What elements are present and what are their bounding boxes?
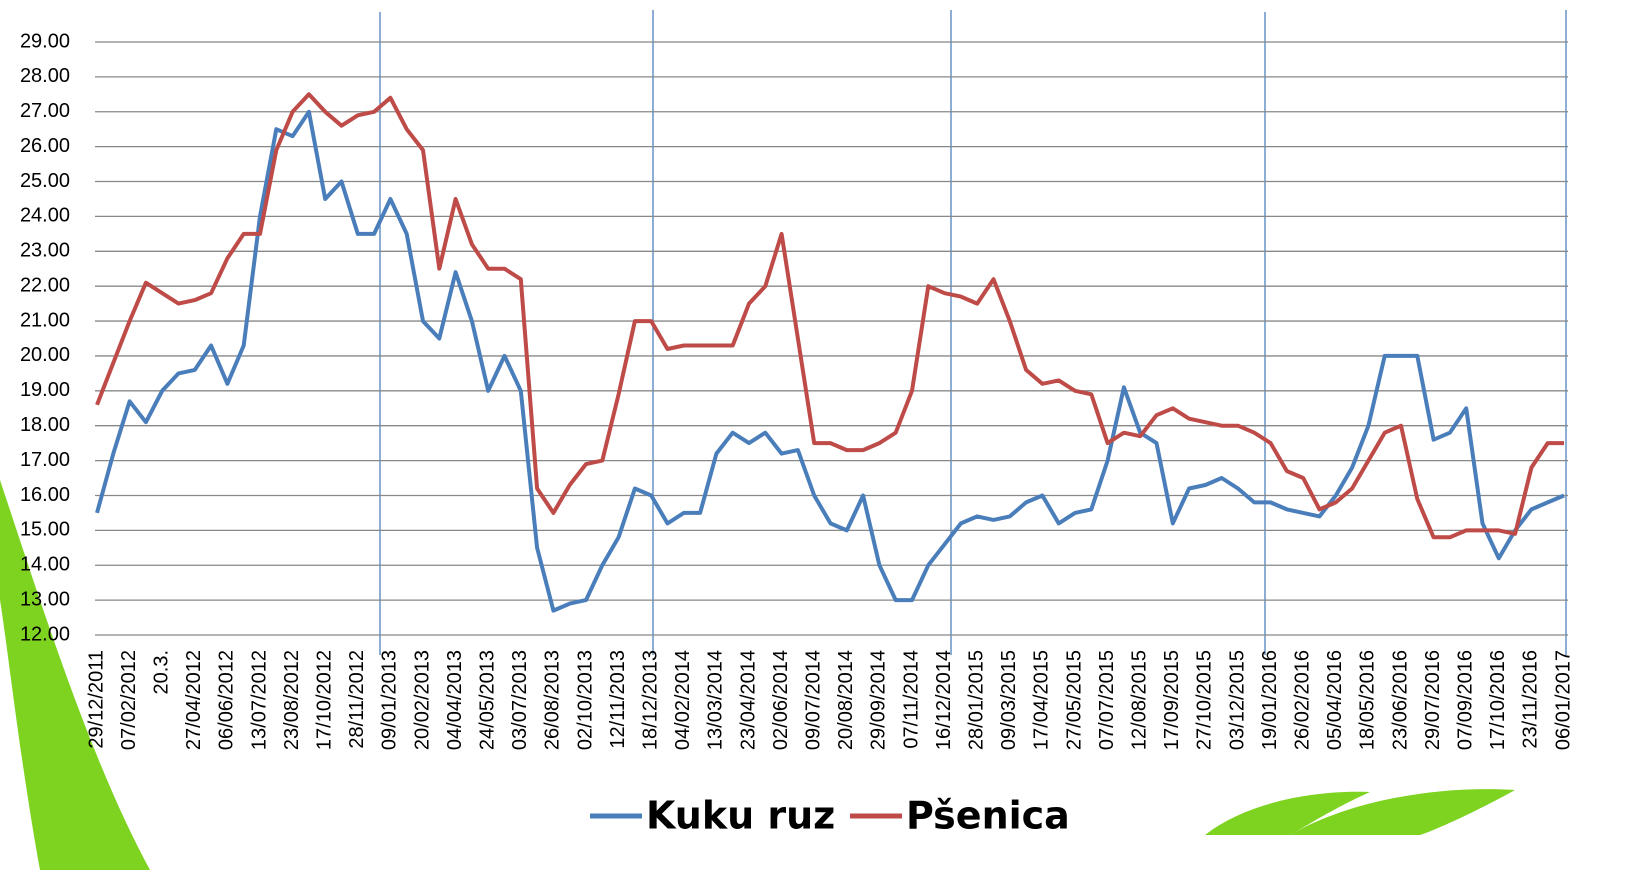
x-tick-label: 12/11/2013 <box>607 650 629 749</box>
x-tick-label: 09/07/2014 <box>802 650 824 750</box>
year-separators <box>380 10 1566 655</box>
x-tick-label: 03/07/2013 <box>509 650 531 750</box>
x-tick-label: 23/11/2016 <box>1520 650 1542 749</box>
x-tick-label: 13/03/2014 <box>705 650 727 750</box>
x-tick-label: 29/12/2011 <box>85 650 107 749</box>
x-tick-label: 07/02/2012 <box>118 650 140 750</box>
x-tick-label: 29/07/2016 <box>1422 650 1444 750</box>
y-tick-label: 27.00 <box>20 100 70 122</box>
y-tick-label: 20.00 <box>20 344 70 366</box>
y-tick-label: 15.00 <box>20 519 70 541</box>
legend-label: Pšenica <box>906 794 1070 838</box>
x-tick-label: 28/01/2015 <box>965 650 987 750</box>
x-tick-label: 29/09/2014 <box>868 650 890 750</box>
y-tick-label: 28.00 <box>20 65 70 87</box>
y-tick-label: 13.00 <box>20 588 70 610</box>
x-tick-label: 06/01/2017 <box>1552 650 1574 750</box>
x-tick-label: 17/04/2015 <box>1031 650 1053 750</box>
x-tick-label: 16/12/2014 <box>933 650 955 750</box>
x-tick-label: 17/09/2015 <box>1161 650 1183 750</box>
legend-label: Kuku ruz <box>646 794 835 838</box>
y-tick-label: 22.00 <box>20 274 70 296</box>
x-tick-label: 06/06/2012 <box>216 650 238 750</box>
y-tick-label: 24.00 <box>20 205 70 227</box>
x-tick-label: 18/05/2016 <box>1357 650 1379 750</box>
series-line <box>97 112 1564 611</box>
y-tick-label: 29.00 <box>20 30 70 52</box>
x-tick-label: 02/10/2013 <box>574 650 596 750</box>
x-tick-label: 07/07/2015 <box>1096 650 1118 750</box>
x-tick-label: 24/05/2013 <box>476 650 498 750</box>
x-tick-label: 23/06/2016 <box>1389 650 1411 750</box>
x-tick-label: 20/02/2013 <box>411 650 433 750</box>
x-tick-label: 04/02/2014 <box>672 650 694 750</box>
chart: 12.00 13.00 14.00 15.00 16.00 17.00 18.00 19.00… <box>0 0 1637 870</box>
y-tick-label: 14.00 <box>20 554 70 576</box>
y-tick-label: 25.00 <box>20 170 70 192</box>
x-tick-label: 07/09/2016 <box>1454 650 1476 750</box>
x-tick-label: 07/11/2014 <box>900 650 922 749</box>
y-tick-label: 19.00 <box>20 379 70 401</box>
y-tick-label: 26.00 <box>20 135 70 157</box>
x-tick-label: 05/04/2016 <box>1324 650 1346 750</box>
x-tick-label: 04/04/2013 <box>444 650 466 750</box>
y-tick-label: 23.00 <box>20 240 70 262</box>
y-tick-label: 21.00 <box>20 309 70 331</box>
x-tick-label: 13/07/2012 <box>248 650 270 750</box>
y-tick-label: 16.00 <box>20 484 70 506</box>
x-tick-label: 26/02/2016 <box>1291 650 1313 750</box>
x-tick-label: 03/12/2015 <box>1226 650 1248 750</box>
x-tick-label: 26/08/2013 <box>542 650 564 750</box>
x-tick-label: 20/08/2014 <box>835 650 857 750</box>
y-tick-label: 18.00 <box>20 414 70 436</box>
x-tick-label: 27/10/2015 <box>1194 650 1216 750</box>
x-tick-label: 23/04/2014 <box>737 650 759 750</box>
x-tick-label: 27/04/2012 <box>183 650 205 750</box>
x-tick-label: 17/10/2016 <box>1487 650 1509 750</box>
x-tick-label: 12/08/2015 <box>1128 650 1150 750</box>
x-tick-label: 02/06/2014 <box>770 650 792 750</box>
x-tick-label: 27/05/2015 <box>1063 650 1085 750</box>
y-tick-label: 12.00 <box>20 623 70 645</box>
x-tick-label: 17/10/2012 <box>313 650 335 750</box>
x-tick-label: 09/01/2013 <box>379 650 401 750</box>
y-tick-label: 17.00 <box>20 449 70 471</box>
x-tick-label: 19/01/2016 <box>1259 650 1281 750</box>
x-tick-label: 18/12/2013 <box>639 650 661 750</box>
x-tick-label: 20.3. <box>150 650 172 694</box>
x-tick-label: 09/03/2015 <box>998 650 1020 750</box>
x-tick-label: 23/08/2012 <box>281 650 303 750</box>
x-tick-label: 28/11/2012 <box>346 650 368 749</box>
